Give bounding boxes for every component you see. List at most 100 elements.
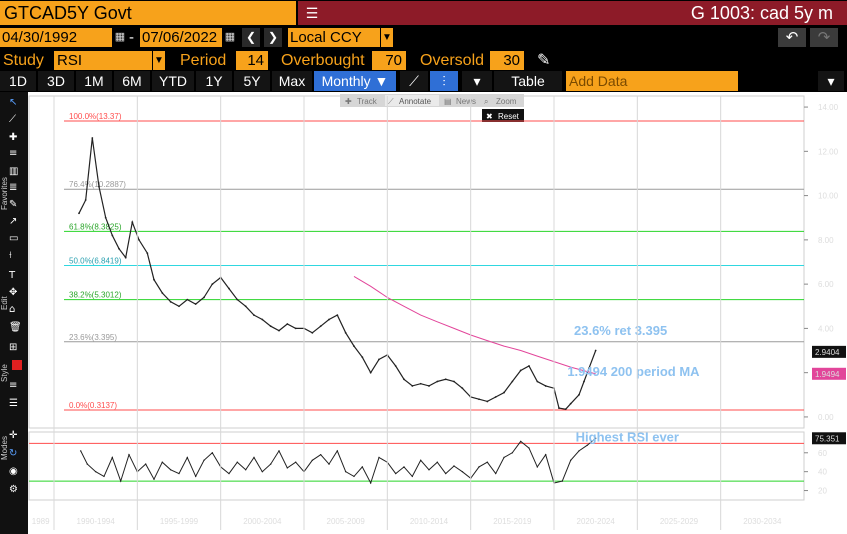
rsi-point <box>411 475 414 478</box>
price-point <box>583 380 585 383</box>
pencil-icon[interactable]: ✎ <box>537 52 551 69</box>
next-period-button[interactable]: ❯ <box>264 28 282 47</box>
ma-price-tag <box>812 367 846 380</box>
ruler-icon[interactable]: ▭ <box>9 233 18 244</box>
price-point <box>361 356 364 359</box>
track-button[interactable]: Track <box>357 97 378 106</box>
price-point <box>203 296 205 299</box>
x-tick-label: 1990-1994 <box>77 517 116 526</box>
range-max[interactable]: Max <box>272 71 312 91</box>
trash-icon[interactable]: 🗑 <box>9 321 22 333</box>
undo-button[interactable]: ↶ <box>778 28 806 47</box>
rsi-y-tick-label: 60 <box>818 449 827 458</box>
start-date-input[interactable]: 04/30/1992 <box>0 28 112 47</box>
redo-button[interactable]: ↷ <box>810 28 838 47</box>
range-5y[interactable]: 5Y <box>234 71 270 91</box>
draw-line-icon[interactable]: ⟋ <box>9 114 16 125</box>
price-point <box>353 345 355 348</box>
pointer-icon[interactable]: ↖ <box>9 97 17 108</box>
period-input[interactable]: 14 <box>236 51 268 70</box>
ticker-menu-button[interactable]: ☰ <box>298 1 326 25</box>
brush-icon[interactable]: ✎ <box>9 199 17 210</box>
study-select[interactable]: RSI <box>54 51 152 70</box>
calendar-icon[interactable]: ▦ <box>224 31 236 43</box>
rsi-point <box>153 478 155 480</box>
rsi-point <box>253 456 255 459</box>
range-1m[interactable]: 1M <box>76 71 112 91</box>
currency-select[interactable]: Local CCY <box>288 28 380 47</box>
line-chart-button[interactable]: ⟋ <box>400 71 428 91</box>
range-ytd[interactable]: YTD <box>152 71 194 91</box>
price-point <box>411 385 414 387</box>
oversold-label: Oversold <box>420 52 485 69</box>
color-swatch[interactable] <box>12 360 22 370</box>
price-point <box>118 247 120 250</box>
chevron-down-icon: ▾ <box>827 73 835 89</box>
price-point <box>461 387 464 390</box>
price-point <box>503 391 505 394</box>
fib-icon[interactable]: ▥ <box>9 166 18 177</box>
annotate-button[interactable]: Annotate <box>399 97 432 106</box>
price-point <box>436 380 439 383</box>
trend-icon[interactable]: ≡ <box>9 148 17 159</box>
ticker-input[interactable]: GTCAD5Y Govt <box>0 1 296 25</box>
chart-type-dropdown[interactable]: ▾ <box>462 71 492 91</box>
settings-icon[interactable]: ✛ <box>9 430 18 441</box>
measure-icon[interactable]: ⟊ <box>9 250 12 261</box>
refresh-icon[interactable]: ↻ <box>9 448 17 459</box>
fib-annotation: 23.6% ret 3.395 <box>574 323 667 338</box>
line-width-icon[interactable]: ☰ <box>9 398 18 409</box>
price-point <box>294 327 297 330</box>
channel-icon[interactable]: ≣ <box>9 182 17 193</box>
add-data-input[interactable]: Add Data <box>566 71 738 91</box>
news-button[interactable]: News <box>456 97 476 106</box>
magnet-icon[interactable]: ⌂ <box>9 304 15 315</box>
left-toolbar <box>0 92 28 534</box>
function-title: G 1003: cad 5y m <box>326 1 847 25</box>
prev-period-button[interactable]: ❮ <box>242 28 260 47</box>
end-date-input[interactable]: 07/06/2022 <box>140 28 222 47</box>
fib-level-label: 100.0%(13.37) <box>69 112 122 121</box>
chevron-down-icon[interactable]: ▼ <box>381 28 393 47</box>
price-point <box>98 185 100 188</box>
gear-icon[interactable]: ⚙ <box>9 484 18 495</box>
y-tick-label: 6.00 <box>818 280 834 289</box>
rsi-point <box>444 472 447 475</box>
line-style-icon[interactable]: ≡ <box>9 380 17 391</box>
rsi-point <box>286 467 289 469</box>
layers-icon[interactable]: ⊞ <box>9 342 17 353</box>
arrow-icon[interactable]: ↗ <box>9 216 17 227</box>
overbought-input[interactable]: 70 <box>372 51 406 70</box>
range-1d[interactable]: 1D <box>0 71 36 91</box>
reset-button[interactable]: Reset <box>498 112 520 121</box>
rsi-point <box>361 466 364 468</box>
frequency-select[interactable]: Monthly ▼ <box>314 71 396 91</box>
rsi-point <box>436 461 439 463</box>
price-point <box>378 358 380 361</box>
fib-level-label: 23.6%(3.395) <box>69 333 117 342</box>
crosshair-icon[interactable]: ✚ <box>9 132 17 143</box>
zoom-button[interactable]: Zoom <box>496 97 517 106</box>
oversold-input[interactable]: 30 <box>490 51 524 70</box>
options-menu-button[interactable]: ▾ <box>818 71 844 91</box>
move-icon[interactable]: ✥ <box>9 287 17 298</box>
bar-chart-button[interactable]: ⫶ <box>430 71 458 91</box>
rsi-point <box>503 456 505 459</box>
rsi-point <box>394 472 397 475</box>
rsi-point <box>278 450 280 452</box>
rsi-point <box>194 475 197 478</box>
palette-icon[interactable]: ◉ <box>9 466 18 477</box>
table-button[interactable]: Table <box>494 71 562 91</box>
price-point <box>519 369 522 372</box>
range-6m[interactable]: 6M <box>114 71 150 91</box>
range-1y[interactable]: 1Y <box>196 71 232 91</box>
calendar-icon[interactable]: ▦ <box>114 31 126 43</box>
text-icon[interactable]: T <box>8 270 16 281</box>
rsi-y-tick-label: 40 <box>818 468 827 477</box>
modes-label: Modes <box>0 436 9 460</box>
chart-canvas[interactable]: ↖ ⟋ ✚ ≡ ▥ ≣ ✎ ↗ ▭ ⟊ T ✥ ⌂ 🗑 ⊞ ≡ ☰ ✛ ↻ ◉ … <box>0 92 847 534</box>
chevron-down-icon[interactable]: ▼ <box>153 51 165 70</box>
rsi-point <box>211 452 214 454</box>
x-tick-label: 2005-2009 <box>327 517 366 526</box>
range-3d[interactable]: 3D <box>38 71 74 91</box>
